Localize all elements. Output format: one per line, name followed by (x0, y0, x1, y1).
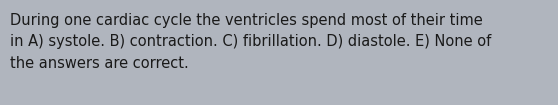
Text: During one cardiac cycle the ventricles spend most of their time
in A) systole. : During one cardiac cycle the ventricles … (10, 13, 491, 71)
